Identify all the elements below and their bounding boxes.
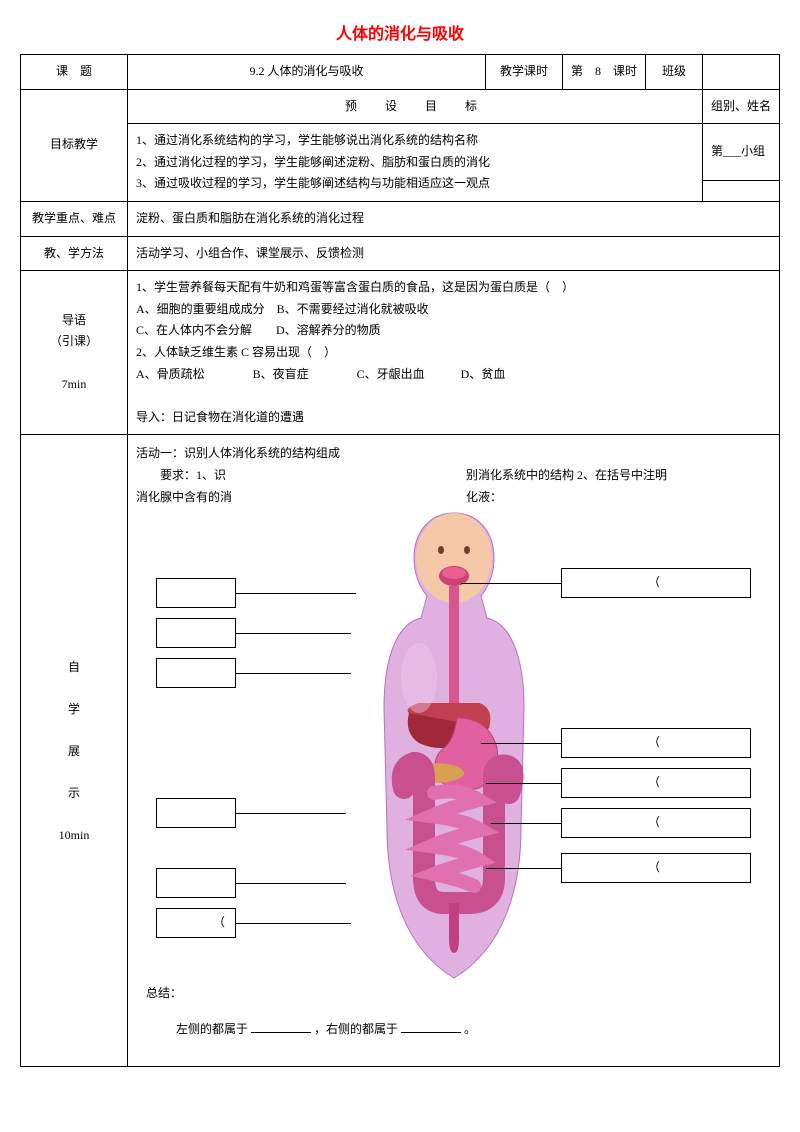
class-label: 班级	[646, 55, 703, 90]
paren-r5: （	[648, 857, 660, 879]
topic-label: 课 题	[21, 55, 128, 90]
left-box-2[interactable]	[156, 618, 236, 648]
intro-side-3: 7min	[62, 377, 87, 391]
period-num: 第 8 课时	[562, 55, 645, 90]
leader-r5	[486, 868, 561, 869]
intro-side-2: （引课）	[50, 334, 98, 348]
goal-line-1: 1、通过消化系统结构的学习，学生能够说出消化系统的结构名称	[136, 133, 478, 147]
act-side-4: 示	[68, 786, 80, 800]
goal-label: 目标教学	[21, 89, 128, 201]
summary-b: ，右侧的都属于	[314, 1022, 398, 1036]
left-box-3[interactable]	[156, 658, 236, 688]
right-box-1[interactable]: （	[561, 568, 751, 598]
right-box-2[interactable]: （	[561, 728, 751, 758]
leader-r1	[461, 583, 561, 584]
leader-l2	[236, 633, 351, 634]
paren-l6: （	[213, 912, 225, 934]
summary-label: 总结：	[146, 986, 182, 1000]
intro-content: 1、学生营养餐每天配有牛奶和鸡蛋等富含蛋白质的食品，这是因为蛋白质是（ ） A、…	[128, 271, 780, 435]
gland-line: 消化腺中含有的消	[136, 487, 256, 509]
page-title: 人体的消化与吸收	[20, 20, 780, 44]
method-value: 活动学习、小组合作、课堂展示、反馈检测	[128, 236, 780, 271]
act-side-3: 展	[68, 744, 80, 758]
act-side-1: 自	[68, 660, 80, 674]
left-box-5[interactable]	[156, 868, 236, 898]
class-value[interactable]	[703, 55, 780, 90]
intro-q2-opts: A、骨质疏松 B、夜盲症 C、牙龈出血 D、贫血	[136, 367, 505, 381]
act-side-5: 10min	[59, 828, 90, 842]
summary-text-row: 左侧的都属于 ，右侧的都属于 。	[146, 1018, 761, 1041]
goal-line-2: 2、通过消化过程的学习，学生能够阐述淀粉、脂肪和蛋白质的消化	[136, 155, 490, 169]
gland-tail: 化液：	[466, 487, 771, 509]
leader-l1	[236, 593, 356, 594]
leader-l6	[236, 923, 351, 924]
leader-l4	[236, 813, 346, 814]
paren-r1: （	[648, 572, 660, 594]
paren-r3: （	[648, 772, 660, 794]
summary-a: 左侧的都属于	[176, 1022, 248, 1036]
summary-label-row: 总结：	[146, 983, 761, 1005]
intro-q1-ab: A、细胞的重要组成成分 B、不需要经过消化就被吸收	[136, 302, 429, 316]
leader-l3	[236, 673, 351, 674]
req-label: 要求：1、识	[136, 465, 256, 487]
keypoint-value: 淀粉、蛋白质和脂肪在消化系统的消化过程	[128, 201, 780, 236]
activity-side: 自 学 展 示 10min	[21, 435, 128, 1067]
group-fill[interactable]: 第___小组	[703, 124, 780, 181]
activity-content: 活动一：识别人体消化系统的结构组成 要求：1、识 消化腺中含有的消 别消化系统中…	[128, 435, 780, 1067]
left-box-4[interactable]	[156, 798, 236, 828]
leader-r4	[491, 823, 561, 824]
intro-q1-cd: C、在人体内不会分解 D、溶解养分的物质	[136, 323, 381, 337]
paren-r2: （	[648, 732, 660, 754]
intro-lead: 导入：日记食物在消化道的遭遇	[136, 410, 304, 424]
intro-side: 导语 （引课） 7min	[21, 271, 128, 435]
summary-blank-1[interactable]	[251, 1018, 311, 1033]
right-box-4[interactable]: （	[561, 808, 751, 838]
topic-value: 9.2 人体的消化与吸收	[128, 55, 486, 90]
anatomy-diagram	[349, 508, 559, 988]
method-label: 教、学方法	[21, 236, 128, 271]
keypoint-label: 教学重点、难点	[21, 201, 128, 236]
right-box-3[interactable]: （	[561, 768, 751, 798]
group-name-label: 组别、姓名	[703, 89, 780, 124]
diagram-area: （ （ （ （ （	[136, 508, 771, 1058]
leader-r3	[486, 783, 561, 784]
intro-q2: 2、人体缺乏维生素 C 容易出现（ ）	[136, 345, 336, 359]
activity-title: 活动一：识别人体消化系统的结构组成	[136, 443, 771, 465]
intro-side-1: 导语	[62, 313, 86, 327]
preset-goal-label: 预 设 目 标	[128, 89, 703, 124]
lesson-table: 课 题 9.2 人体的消化与吸收 教学课时 第 8 课时 班级 目标教学 预 设…	[20, 54, 780, 1067]
teach-period-label: 教学课时	[485, 55, 562, 90]
left-box-1[interactable]	[156, 578, 236, 608]
leader-r2	[481, 743, 561, 744]
act-side-2: 学	[68, 702, 80, 716]
goal-line-3: 3、通过吸收过程的学习，学生能够阐述结构与功能相适应这一观点	[136, 176, 490, 190]
intro-q1: 1、学生营养餐每天配有牛奶和鸡蛋等富含蛋白质的食品，这是因为蛋白质是（ ）	[136, 280, 574, 294]
name-blank[interactable]	[703, 180, 780, 201]
right-box-5[interactable]: （	[561, 853, 751, 883]
left-box-6[interactable]: （	[156, 908, 236, 938]
req-tail: 别消化系统中的结构 2、在括号中注明	[466, 465, 771, 487]
summary-period: 。	[464, 1022, 476, 1036]
leader-l5	[236, 883, 346, 884]
goals-cell: 1、通过消化系统结构的学习，学生能够说出消化系统的结构名称 2、通过消化过程的学…	[128, 124, 703, 202]
paren-r4: （	[648, 812, 660, 834]
summary-blank-2[interactable]	[401, 1018, 461, 1033]
